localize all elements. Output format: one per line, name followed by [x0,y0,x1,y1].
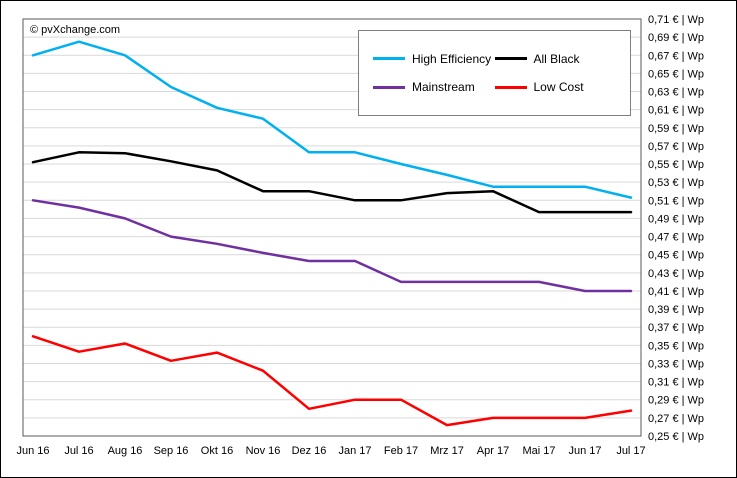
legend-label-mainstream: Mainstream [412,80,475,95]
x-axis-label: Feb 17 [384,445,418,457]
legend-label-high-efficiency: High Efficiency [412,51,492,66]
series-line-low-cost [31,335,633,427]
y-axis-tick-label: 0,47 € | Wp [648,232,704,244]
legend-label-all-black: All Black [533,51,580,66]
y-axis-tick-label: 0,25 € | Wp [648,431,704,443]
y-axis-tick-label: 0,55 € | Wp [648,159,704,171]
legend-line-swatch-mainstream [373,85,405,89]
legend-item-mainstream: Mainstream [373,80,475,94]
x-axis-label: Mai 17 [522,445,555,457]
x-axis-label: Jul 16 [64,445,93,457]
x-axis-label: Dez 16 [292,445,327,457]
x-axis-label: Nov 16 [246,445,281,457]
x-axis-label: Jan 17 [338,445,371,457]
x-axis-label: Jul 17 [616,445,645,457]
x-axis-label: Aug 16 [108,445,143,457]
x-axis-label: Sep 16 [154,445,189,457]
legend-label-low-cost: Low Cost [533,80,584,95]
legend-item-high-efficiency: High Efficiency [373,52,491,66]
y-axis-tick-label: 0,37 € | Wp [648,322,704,334]
y-axis-tick-label: 0,39 € | Wp [648,304,704,316]
y-axis-tick-label: 0,49 € | Wp [648,213,704,225]
x-axis-label: Jun 16 [16,445,49,457]
legend-line-swatch-high-efficiency [373,57,405,61]
y-axis-tick-label: 0,61 € | Wp [648,105,704,117]
y-axis-tick-label: 0,53 € | Wp [648,177,704,189]
y-axis-tick-label: 0,59 € | Wp [648,123,704,135]
y-axis-tick-label: 0,45 € | Wp [648,250,704,262]
series-line-mainstream [31,199,633,293]
y-axis-tick-label: 0,41 € | Wp [648,286,704,298]
y-axis-tick-label: 0,33 € | Wp [648,358,704,370]
legend-line-swatch-all-black [494,57,527,61]
x-axis-label: Okt 16 [201,445,233,457]
legend-item-low-cost: Low Cost [494,80,584,95]
legend: High Efficiency All Black Mainstream Low Co… [358,30,631,116]
y-axis-tick-label: 0,69 € | Wp [648,32,704,44]
y-axis-tick-label: 0,63 € | Wp [648,87,704,99]
y-axis-tick-label: 0,67 € | Wp [648,50,704,62]
x-axis-label: Apr 17 [477,445,509,457]
plot-border [22,18,642,437]
copyright-text: © pvXchange.com [30,24,121,36]
y-axis-tick-label: 0,65 € | Wp [648,68,704,80]
series-line-high-efficiency [31,40,633,199]
x-axis-label: Mrz 17 [430,445,464,457]
y-axis-tick-label: 0,57 € | Wp [648,141,704,153]
y-axis-tick-label: 0,29 € | Wp [648,395,704,407]
x-axis-label: Jun 17 [568,445,601,457]
y-axis-tick-label: 0,43 € | Wp [648,268,704,280]
series-line-all-black [31,151,633,214]
y-axis-tick-label: 0,27 € | Wp [648,413,704,425]
y-axis-tick-label: 0,71 € | Wp [648,14,704,26]
legend-item-all-black: All Black [494,51,580,66]
y-axis-tick-label: 0,31 € | Wp [648,377,704,389]
legend-line-swatch-low-cost [494,85,527,89]
y-axis-tick-label: 0,35 € | Wp [648,340,704,352]
y-axis-tick-label: 0,51 € | Wp [648,195,704,207]
